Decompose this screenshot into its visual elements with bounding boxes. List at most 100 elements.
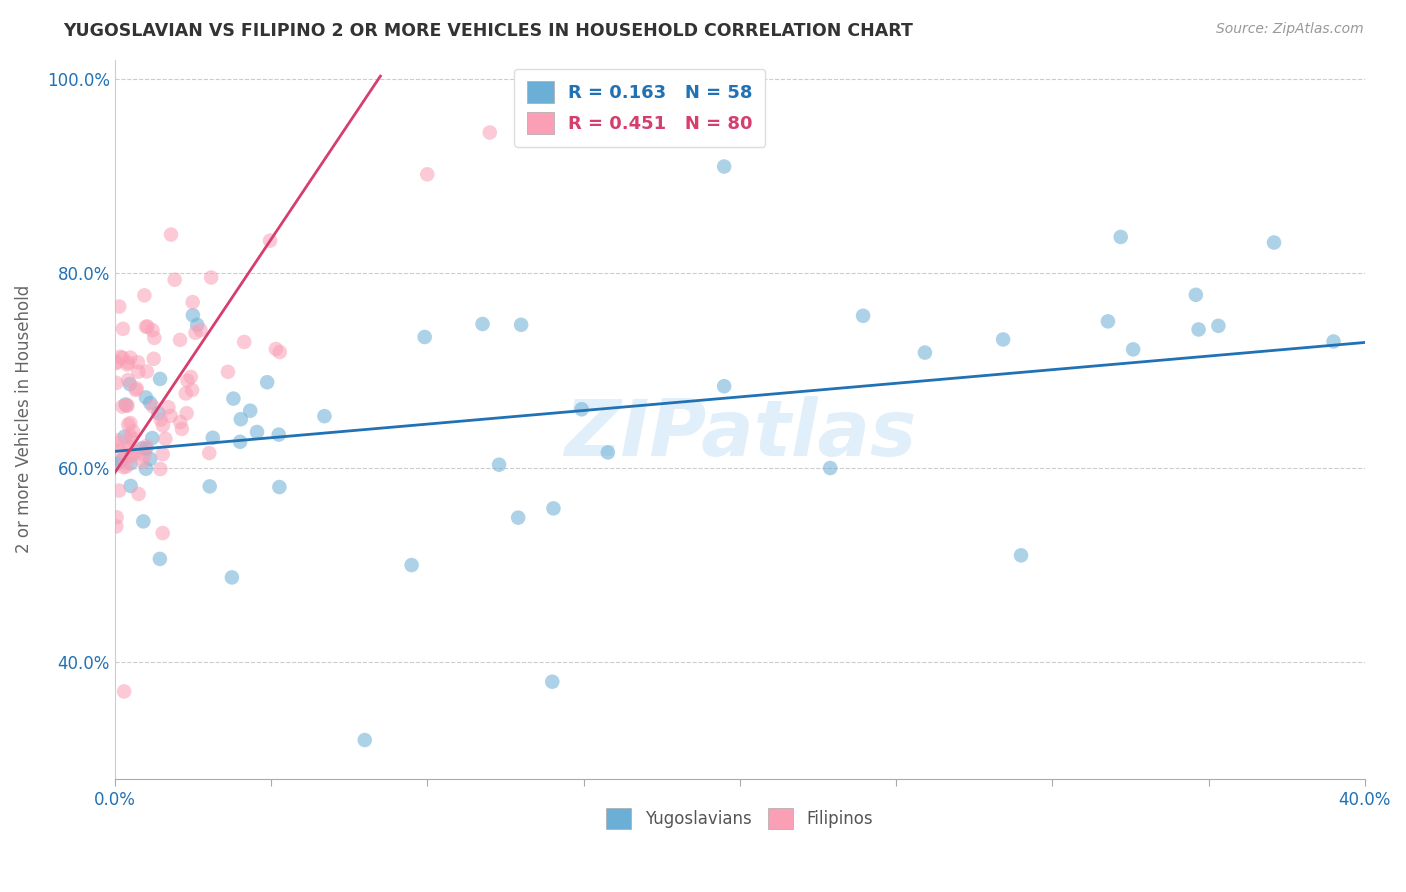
Text: ZIPatlas: ZIPatlas (564, 396, 915, 472)
Filipinos (233, 334, 256, 349)
Filipinos (176, 374, 198, 388)
Yugoslavians (256, 376, 278, 390)
Filipinos (108, 300, 131, 314)
Filipinos (110, 350, 132, 364)
Filipinos (105, 434, 128, 448)
Filipinos (184, 326, 207, 340)
Yugoslavians (269, 480, 291, 494)
Yugoslavians (488, 458, 510, 472)
Filipinos (157, 401, 180, 415)
Filipinos (120, 351, 142, 365)
Filipinos (120, 428, 142, 442)
Yugoslavians (139, 396, 162, 410)
Yugoslavians (131, 442, 153, 456)
Filipinos (105, 436, 128, 450)
Yugoslavians (1109, 230, 1132, 244)
Yugoslavians (471, 317, 494, 331)
Text: Source: ZipAtlas.com: Source: ZipAtlas.com (1216, 22, 1364, 37)
Filipinos (264, 342, 287, 356)
Filipinos (259, 234, 281, 248)
Filipinos (111, 400, 134, 414)
Filipinos (135, 439, 157, 453)
Yugoslavians (148, 406, 170, 420)
Yugoslavians (246, 425, 269, 439)
Filipinos (105, 510, 128, 524)
Yugoslavians (135, 442, 157, 456)
Y-axis label: 2 or more Vehicles in Household: 2 or more Vehicles in Household (15, 285, 32, 553)
Yugoslavians (114, 429, 136, 443)
Yugoslavians (201, 431, 224, 445)
Filipinos (111, 351, 134, 365)
Filipinos (117, 373, 139, 387)
Yugoslavians (239, 403, 262, 417)
Yugoslavians (1263, 235, 1285, 250)
Yugoslavians (105, 457, 128, 471)
Filipinos (120, 416, 142, 430)
Filipinos (152, 526, 174, 541)
Yugoslavians (353, 733, 375, 747)
Yugoslavians (413, 330, 436, 344)
Filipinos (125, 383, 148, 397)
Yugoslavians (114, 397, 136, 411)
Filipinos (111, 322, 134, 336)
Filipinos (159, 409, 181, 423)
Filipinos (142, 400, 165, 414)
Filipinos (169, 333, 191, 347)
Yugoslavians (135, 391, 157, 405)
Filipinos (142, 323, 165, 337)
Filipinos (181, 383, 204, 397)
Yugoslavians (120, 457, 142, 471)
Filipinos (135, 364, 157, 378)
Yugoslavians (267, 427, 290, 442)
Filipinos (181, 295, 204, 310)
Yugoslavians (541, 674, 564, 689)
Yugoslavians (596, 445, 619, 459)
Yugoslavians (135, 462, 157, 476)
Yugoslavians (186, 318, 208, 332)
Yugoslavians (314, 409, 336, 424)
Yugoslavians (181, 308, 204, 322)
Filipinos (105, 376, 128, 390)
Filipinos (118, 440, 141, 454)
Filipinos (152, 447, 174, 461)
Yugoslavians (1208, 318, 1230, 333)
Filipinos (136, 319, 159, 334)
Filipinos (125, 382, 148, 396)
Filipinos (163, 273, 186, 287)
Filipinos (128, 487, 150, 501)
Yugoslavians (713, 379, 735, 393)
Filipinos (152, 418, 174, 433)
Yugoslavians (1187, 322, 1209, 336)
Filipinos (117, 417, 139, 432)
Yugoslavians (510, 318, 533, 332)
Filipinos (142, 351, 165, 366)
Yugoslavians (110, 454, 132, 468)
Filipinos (190, 323, 212, 337)
Filipinos (105, 356, 128, 370)
Filipinos (160, 227, 183, 242)
Filipinos (121, 450, 143, 464)
Yugoslavians (914, 345, 936, 359)
Filipinos (131, 455, 153, 469)
Yugoslavians (543, 501, 565, 516)
Yugoslavians (132, 515, 155, 529)
Yugoslavians (1122, 343, 1144, 357)
Filipinos (117, 399, 139, 413)
Yugoslavians (401, 558, 423, 572)
Filipinos (198, 446, 221, 460)
Yugoslavians (571, 402, 593, 417)
Filipinos (149, 412, 172, 426)
Yugoslavians (229, 412, 252, 426)
Filipinos (155, 432, 177, 446)
Filipinos (149, 462, 172, 476)
Yugoslavians (198, 479, 221, 493)
Filipinos (112, 460, 135, 475)
Yugoslavians (149, 552, 172, 566)
Yugoslavians (118, 377, 141, 392)
Filipinos (180, 370, 202, 384)
Yugoslavians (120, 479, 142, 493)
Yugoslavians (1185, 288, 1208, 302)
Yugoslavians (1322, 334, 1344, 349)
Yugoslavians (149, 372, 172, 386)
Yugoslavians (991, 333, 1014, 347)
